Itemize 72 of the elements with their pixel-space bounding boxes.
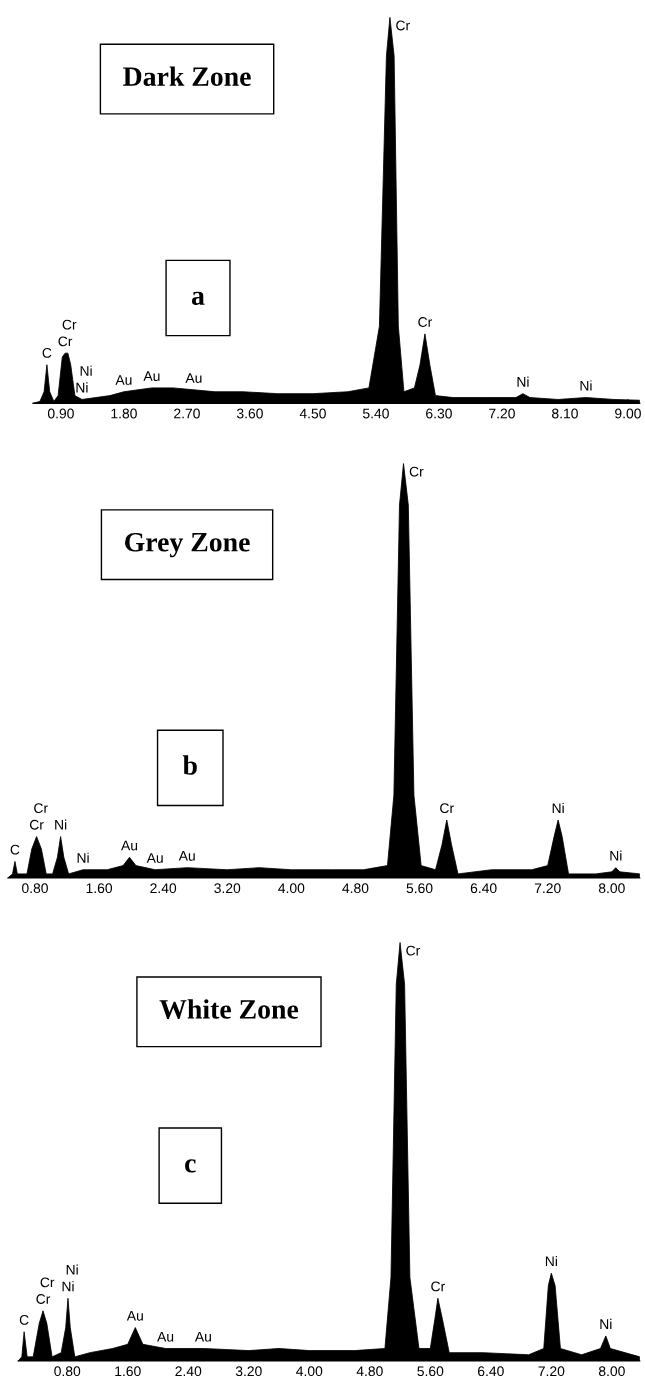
x-tick-label: 2.40 (175, 1366, 202, 1377)
annotation: b (182, 755, 197, 775)
annotation: Ni (580, 380, 592, 391)
x-tick-label: 0.80 (22, 883, 48, 894)
x-tick-label: 6.30 (426, 408, 452, 419)
annotation: Cr (418, 317, 433, 327)
x-tick-label: 4.80 (342, 883, 369, 894)
annotation: Au (157, 1331, 174, 1342)
x-tick-label: 4.00 (278, 883, 305, 894)
text: White Zone (159, 999, 299, 1019)
x-tick-label: 7.20 (489, 408, 515, 419)
x-tick-label: 0.80 (54, 1366, 81, 1377)
x-tick-label: 7.20 (534, 883, 561, 894)
annotation: c (185, 1159, 196, 1173)
annotation: Cr (396, 20, 410, 31)
annotation: Au (178, 851, 195, 861)
annotation: Ni (77, 852, 89, 863)
annotation: Ni (55, 819, 67, 830)
x-tick-label: 5.60 (417, 1366, 444, 1377)
annotation: Ni (76, 382, 88, 393)
x-tick-label: 9.00 (615, 408, 641, 419)
text: Grey Zone (125, 532, 250, 558)
x-tick-label: 5.60 (406, 883, 433, 894)
annotation: C (10, 844, 20, 855)
x-tick-label: 4.00 (296, 1366, 323, 1377)
annotation: a (191, 291, 205, 305)
x-tick-label: 5.40 (362, 408, 389, 419)
x-tick-label: 3.20 (235, 1366, 262, 1377)
annotation: C (42, 347, 52, 358)
x-tick-label: 6.40 (470, 883, 497, 894)
annotation: Au (185, 373, 202, 383)
annotation: Au (143, 371, 160, 381)
annotation: Au (146, 853, 163, 863)
annotation: Ni (545, 1256, 557, 1267)
annotation: Cr (62, 319, 77, 330)
annotation: Au (126, 1310, 143, 1321)
x-tick-label: 8.00 (598, 1366, 625, 1377)
annotation: Cr (409, 466, 424, 477)
annotation: Cr (36, 1294, 51, 1304)
annotation: Ni (62, 1281, 74, 1292)
x-tick-label: 1.80 (111, 408, 137, 419)
annotation: Ni (80, 365, 92, 376)
annotation: Cr (406, 945, 421, 956)
annotation: Au (115, 375, 132, 385)
annotation: Cr (29, 819, 44, 830)
x-tick-label: 8.00 (598, 883, 625, 894)
text: Dark Zone (123, 66, 251, 86)
x-tick-label: 1.60 (86, 883, 113, 894)
x-tick-label: 6.40 (478, 1366, 504, 1377)
x-tick-label: 8.10 (552, 408, 578, 419)
x-tick-label: 3.20 (214, 883, 241, 894)
annotation: Ni (552, 802, 564, 813)
x-tick-label: 4.80 (356, 1366, 383, 1377)
annotation: Cr (58, 336, 73, 347)
annotation: Cr (431, 1281, 445, 1292)
annotation: Ni (517, 376, 529, 387)
annotation: Cr (34, 803, 48, 814)
annotation: Cr (40, 1277, 55, 1288)
x-tick-label: 3.60 (236, 408, 263, 419)
annotation: Ni (610, 850, 622, 861)
annotation: Cr (440, 803, 454, 814)
x-tick-label: 1.60 (115, 1366, 141, 1377)
annotation: Au (121, 840, 138, 851)
x-tick-label: 0.90 (47, 408, 74, 419)
x-tick-label: 2.70 (174, 408, 200, 419)
annotation: Au (194, 1331, 211, 1342)
x-tick-label: 4.50 (299, 408, 326, 419)
annotation: Ni (66, 1264, 78, 1275)
annotation: Ni (600, 1318, 612, 1329)
x-tick-label: 2.40 (150, 883, 177, 894)
annotation: C (19, 1315, 29, 1325)
x-tick-label: 7.20 (538, 1366, 565, 1377)
